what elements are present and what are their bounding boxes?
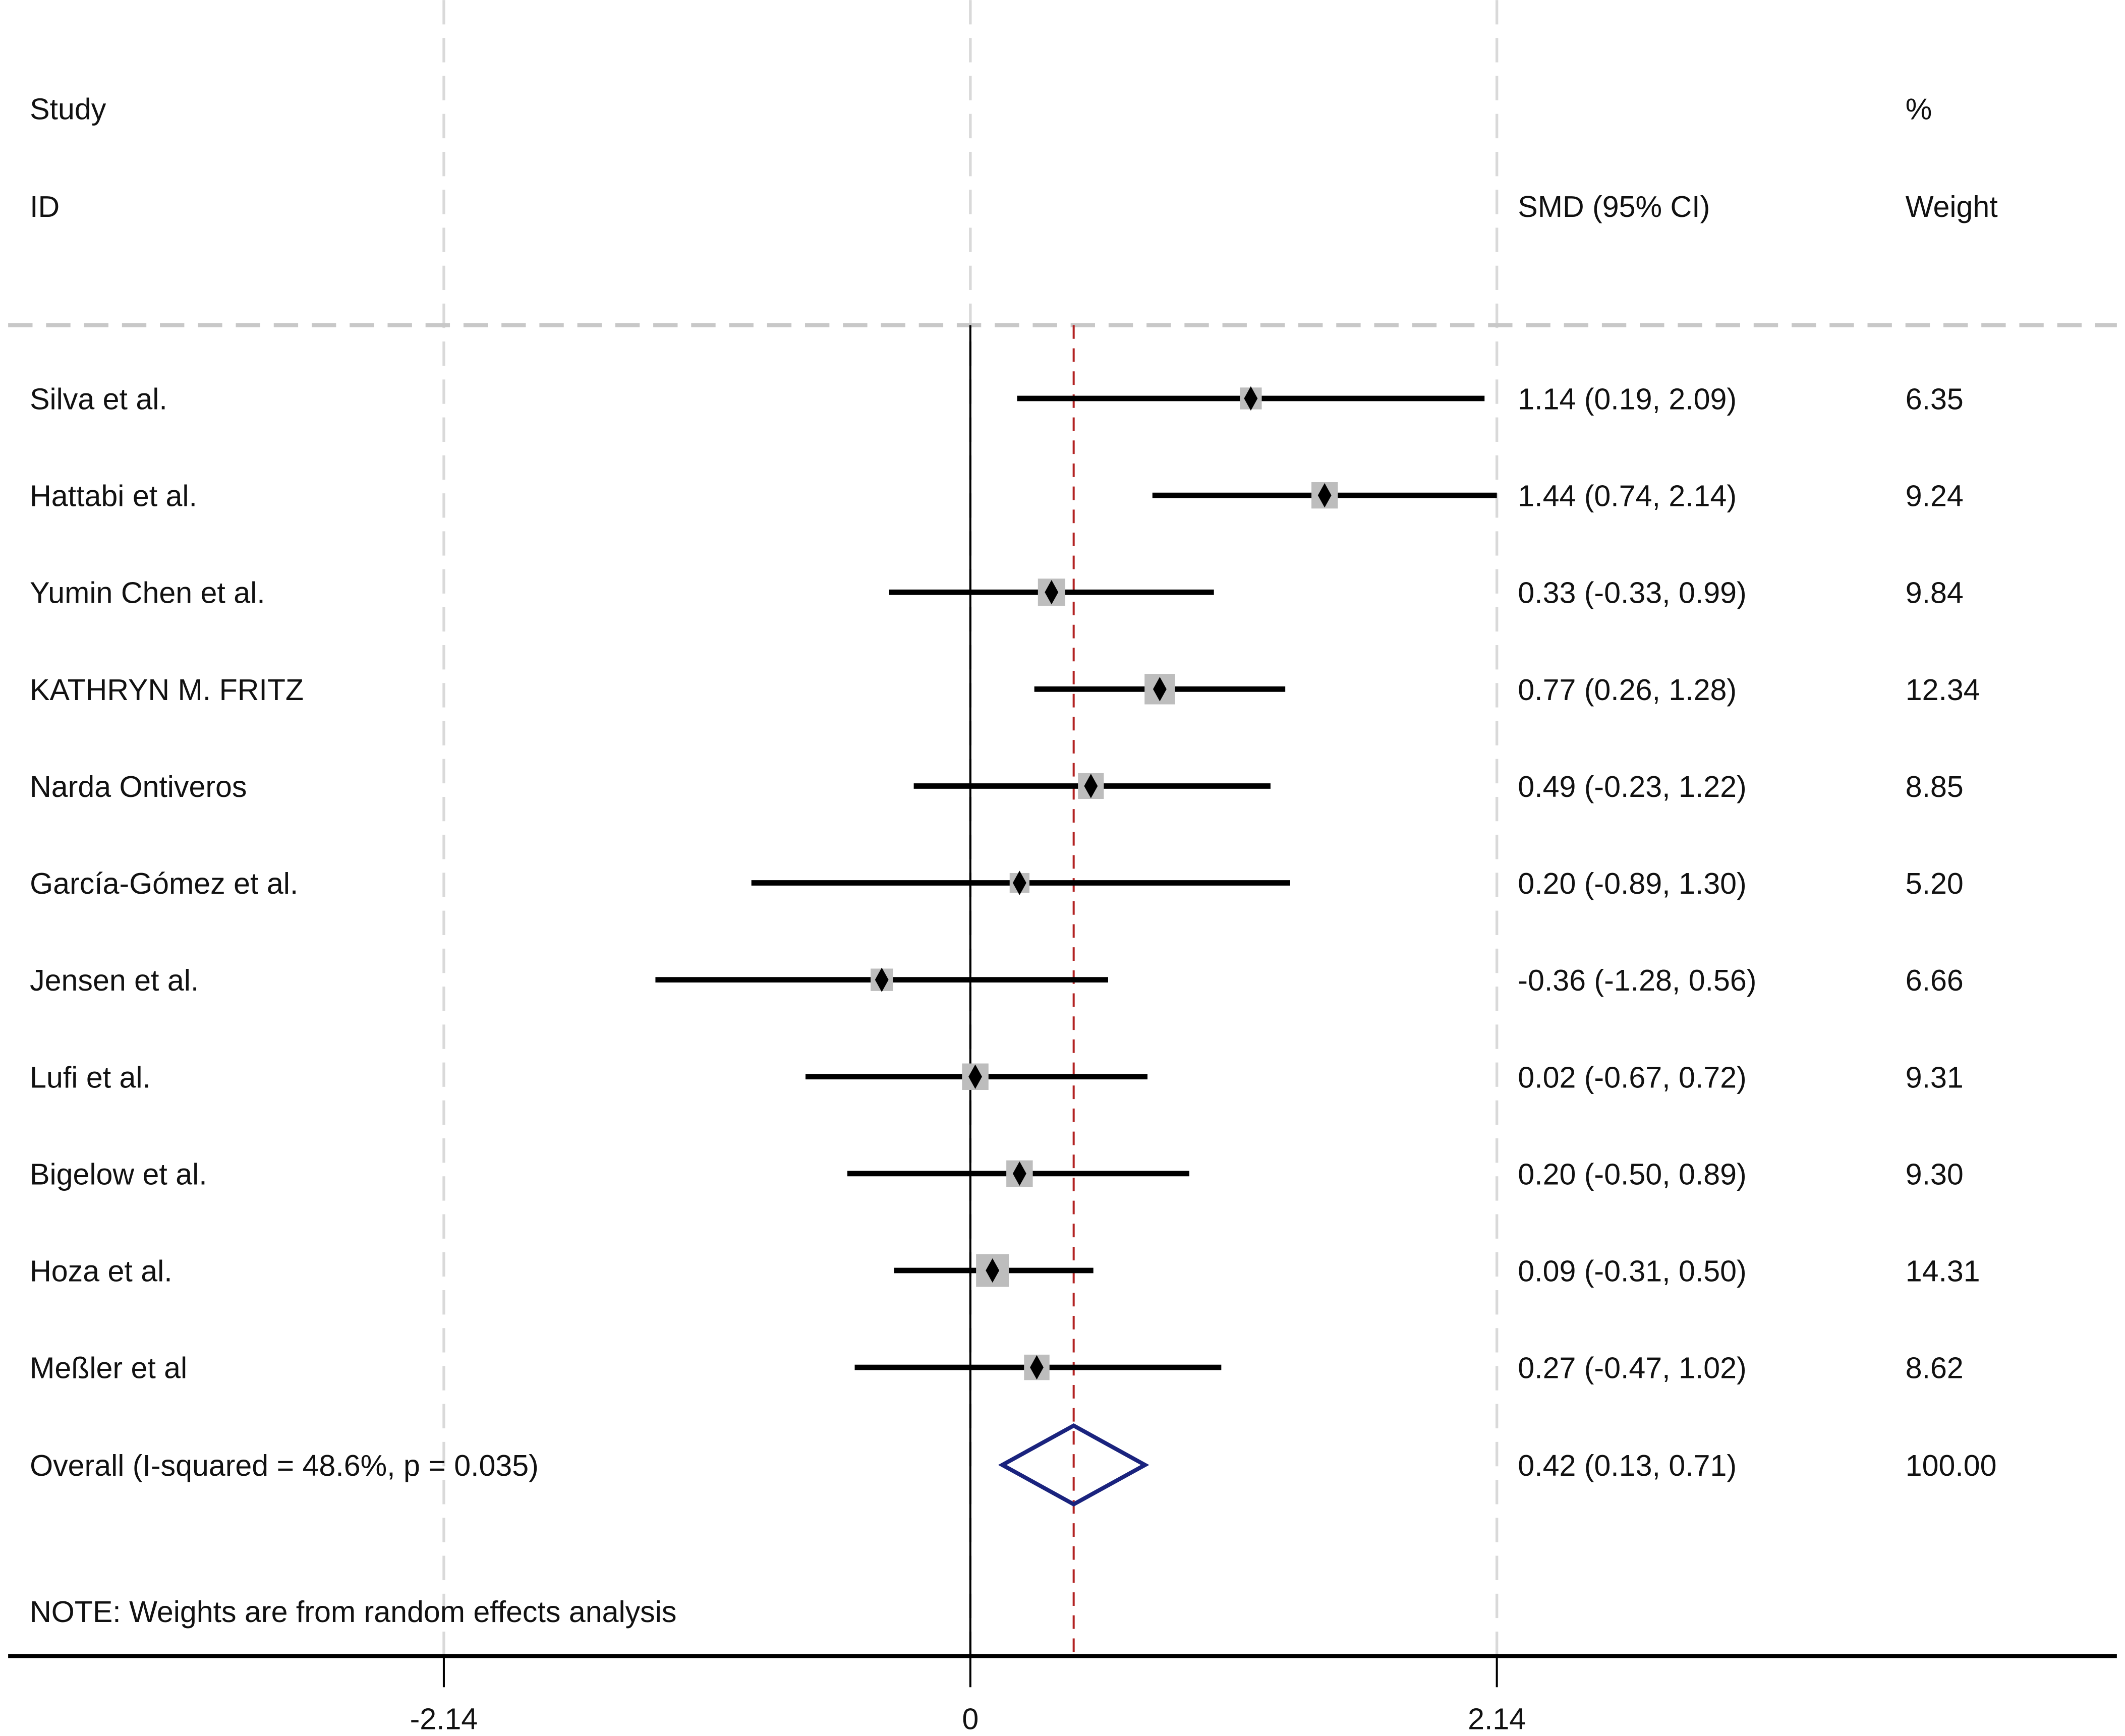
point-estimate (1084, 774, 1098, 798)
point-estimate (875, 967, 889, 992)
weight-label: 9.31 (1906, 1060, 1964, 1094)
effect-label: 0.20 (-0.50, 0.89) (1518, 1157, 1746, 1191)
study-label: Silva et al. (30, 382, 167, 416)
effect-label: 0.20 (-0.89, 1.30) (1518, 866, 1746, 900)
weight-label: 9.24 (1906, 479, 1964, 513)
weight-label: 9.84 (1906, 576, 1964, 610)
plot-marks: Silva et al. 1.14 (0.19, 2.09) 6.35 Hattabi… (30, 325, 1997, 1656)
effect-label: -0.36 (-1.28, 0.56) (1518, 963, 1756, 997)
effect-label: 0.77 (0.26, 1.28) (1518, 673, 1737, 707)
weight-label: 9.30 (1906, 1157, 1964, 1191)
point-estimate (1153, 677, 1167, 702)
study-label: Lufi et al. (30, 1060, 151, 1094)
study-label: Bigelow et al. (30, 1157, 207, 1191)
note-text: NOTE: Weights are from random effects an… (30, 1595, 676, 1629)
weight-label: 8.62 (1906, 1351, 1964, 1385)
study-label: Yumin Chen et al. (30, 576, 265, 610)
weight-label: 6.66 (1906, 963, 1964, 997)
header-id: ID (30, 190, 60, 223)
study-label: García-Gómez et al. (30, 866, 298, 900)
overall-diamond (998, 1423, 1150, 1507)
overall-weight-label: 100.00 (1906, 1449, 1997, 1482)
header-effect: SMD (95% CI) (1518, 190, 1710, 223)
effect-label: 0.49 (-0.23, 1.22) (1518, 770, 1746, 803)
x-tick-label: 2.14 (1468, 1702, 1526, 1736)
header-percent: % (1906, 92, 1932, 126)
x-tick-label: 0 (962, 1702, 979, 1736)
overall-effect-label: 0.42 (0.13, 0.71) (1518, 1449, 1737, 1482)
effect-label: 0.33 (-0.33, 0.99) (1518, 576, 1746, 610)
effect-label: 1.44 (0.74, 2.14) (1518, 479, 1737, 513)
weight-label: 8.85 (1906, 770, 1964, 803)
weight-label: 12.34 (1906, 673, 1980, 707)
header-weight: Weight (1906, 190, 1998, 223)
point-estimate (1012, 1161, 1026, 1186)
study-label: Narda Ontiveros (30, 770, 247, 803)
x-tick-label: -2.14 (410, 1702, 478, 1736)
weight-label: 5.20 (1906, 866, 1964, 900)
effect-label: 0.02 (-0.67, 0.72) (1518, 1060, 1746, 1094)
effect-label: 1.14 (0.19, 2.09) (1518, 382, 1737, 416)
header-study: Study (30, 92, 106, 126)
study-label: Hoza et al. (30, 1254, 173, 1288)
weight-label: 14.31 (1906, 1254, 1980, 1288)
x-axis-ticks: -2.14 0 2.14 (410, 1656, 1526, 1736)
effect-label: 0.27 (-0.47, 1.02) (1518, 1351, 1746, 1385)
study-label: Jensen et al. (30, 963, 199, 997)
study-label: Hattabi et al. (30, 479, 197, 513)
point-estimate (986, 1258, 1000, 1283)
study-label: Meßler et al (30, 1351, 187, 1385)
effect-label: 0.09 (-0.31, 0.50) (1518, 1254, 1746, 1288)
weight-label: 6.35 (1906, 382, 1964, 416)
overall-label: Overall (I-squared = 48.6%, p = 0.035) (30, 1449, 539, 1482)
study-label: KATHRYN M. FRITZ (30, 673, 304, 707)
